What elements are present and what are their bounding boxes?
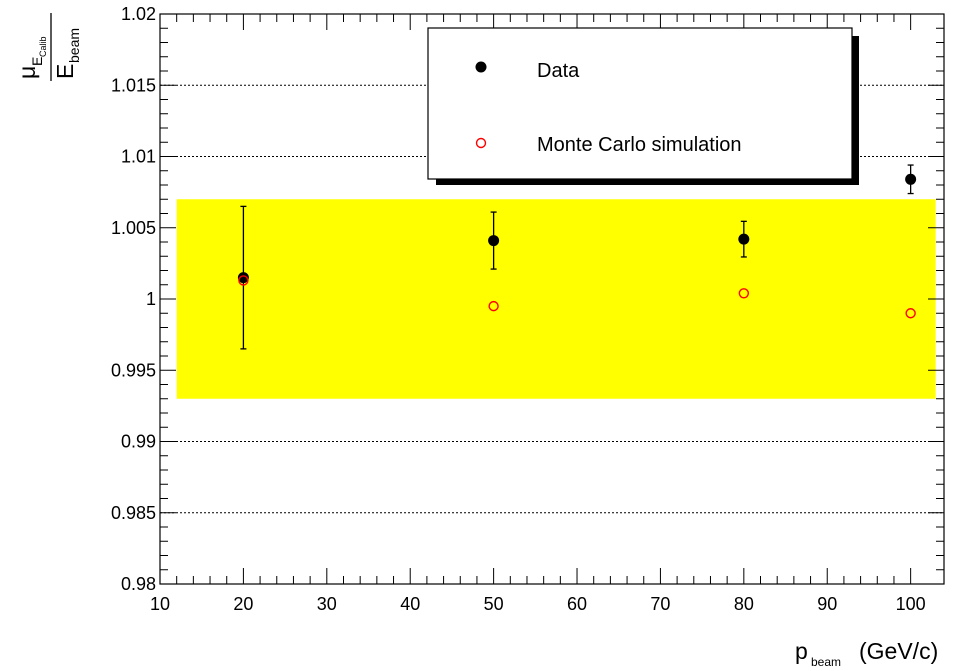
legend-label-data: Data (537, 60, 580, 82)
y-axis-denominator-sub: beam (66, 28, 82, 63)
y-tick-label: 0.98 (121, 574, 156, 594)
y-tick-label: 1.005 (111, 218, 156, 238)
x-tick-label: 20 (233, 594, 253, 614)
y-axis-title: μ E Calib E beam (14, 13, 82, 81)
x-tick-label: 70 (650, 594, 670, 614)
legend-marker-mc (475, 137, 487, 149)
y-tick-label: 1.01 (121, 147, 156, 167)
legend: Data Monte Carlo simulation (427, 27, 859, 185)
data-point (488, 235, 500, 247)
data-point (237, 272, 249, 284)
y-axis-numerator-sub-calib: Calib (38, 36, 48, 57)
plot-frame (159, 13, 945, 585)
y-tick-label: 1.02 (121, 4, 156, 24)
x-tick-label: 40 (400, 594, 420, 614)
calibration-band (176, 199, 936, 399)
x-tick-label: 50 (484, 594, 504, 614)
legend-marker-data (475, 61, 487, 73)
mc-point (738, 288, 750, 299)
y-tick-label: 1 (146, 289, 156, 309)
y-tick-label: 0.995 (111, 360, 156, 380)
x-axis-title-sub: beam (811, 655, 841, 669)
y-axis-numerator-mu: μ (14, 66, 40, 79)
y-tick-label: 1.015 (111, 75, 156, 95)
tick-labels: 10 20 30 40 50 60 70 80 90 100 0.98 0.985 0.99 0.995 1… (111, 4, 926, 614)
x-tick-label: 10 (150, 594, 170, 614)
x-axis-title: p beam (GeV/c) (795, 638, 938, 669)
x-tick-label: 60 (567, 594, 587, 614)
data-point (738, 233, 750, 245)
data-series (237, 164, 917, 350)
y-tick-label: 0.99 (121, 432, 156, 452)
mc-point (905, 308, 916, 319)
legend-label-mc: Monte Carlo simulation (537, 134, 742, 156)
legend-box (427, 27, 853, 180)
y-tick-label: 0.985 (111, 503, 156, 523)
x-tick-label: 90 (817, 594, 837, 614)
data-point (905, 173, 917, 185)
x-axis-title-unit: (GeV/c) (859, 638, 938, 664)
x-axis-title-main: p (795, 638, 808, 664)
y-axis-denominator-e: E (52, 64, 78, 79)
mc-point (238, 275, 249, 286)
mc-point (488, 300, 499, 312)
x-tick-label: 100 (896, 594, 926, 614)
x-tick-label: 30 (317, 594, 337, 614)
y-axis-numerator-sub-e: E (29, 57, 45, 66)
x-tick-label: 80 (734, 594, 754, 614)
